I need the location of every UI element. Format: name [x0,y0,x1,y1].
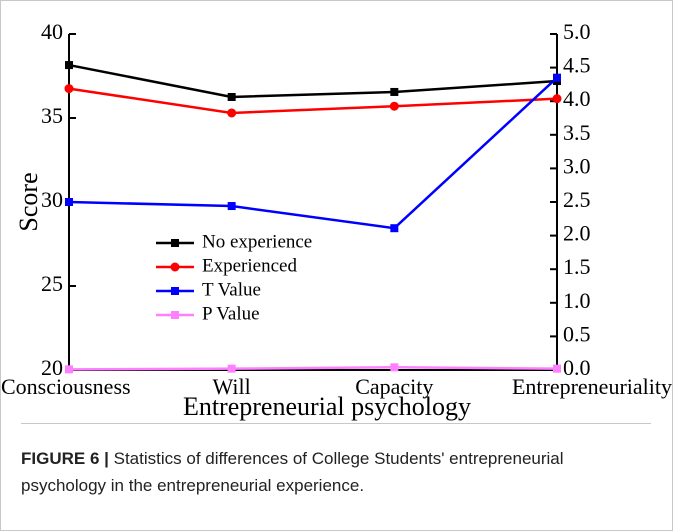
legend-label: Experienced [202,255,297,276]
y2-tick-label: 5.0 [563,19,591,44]
marker [553,73,561,82]
caption-label: FIGURE 6 | [21,449,109,468]
y2-tick-label: 4.0 [563,86,591,111]
y2-tick-label: 1.0 [563,288,591,313]
chart: Entrepreneurial psychology Score 20 25 30 3… [1,19,672,421]
x-tick-label: Will [213,374,251,399]
y2-tick-label: 2.5 [563,187,591,212]
caption-text: Statistics of differences of College Stu… [21,449,564,495]
marker [227,364,236,373]
y-tick-label: 20 [41,355,63,380]
marker [171,287,179,295]
marker [390,224,399,233]
series-line [68,87,558,115]
y2-tick-label: 3.5 [563,120,591,145]
legend-label: No experience [202,231,312,252]
y-tick-label: 30 [41,187,63,212]
x-tick-label: Entrepreneuriality [512,374,672,399]
y2-tick-label: 3.0 [563,153,591,178]
x-axis-label: Entrepreneurial psychology [183,392,471,421]
x-tick-label: Consciousness [1,374,131,399]
series-line [68,76,558,230]
marker [552,94,562,104]
y-axis-label: Score [14,172,43,231]
marker [389,101,399,111]
marker [390,363,399,372]
y2-tick-label: 0.0 [563,355,591,380]
marker [64,84,74,94]
y2-tick-label: 1.5 [563,254,591,279]
marker [65,198,73,206]
marker [171,239,179,247]
y-tick-label: 40 [41,19,63,44]
series-line [68,63,558,99]
x-tick-label: Capacity [355,374,433,399]
marker [227,93,236,101]
legend-label: P Value [202,303,260,324]
caption: FIGURE 6 | Statistics of differences of … [21,445,651,499]
marker [227,108,237,118]
y-tick-label: 35 [41,103,63,128]
y2-tick-label: 4.5 [563,53,591,78]
marker [65,61,73,70]
y2-tick-label: 2.0 [563,221,591,246]
marker [553,364,561,373]
marker [171,311,179,319]
marker [65,365,73,374]
legend-label: T Value [202,279,261,300]
divider [21,423,651,424]
series-line [68,366,558,371]
marker [170,262,180,272]
marker [390,87,399,96]
marker [227,202,236,211]
y2-tick-label: 0.5 [563,321,591,346]
y-tick-label: 25 [41,271,63,296]
